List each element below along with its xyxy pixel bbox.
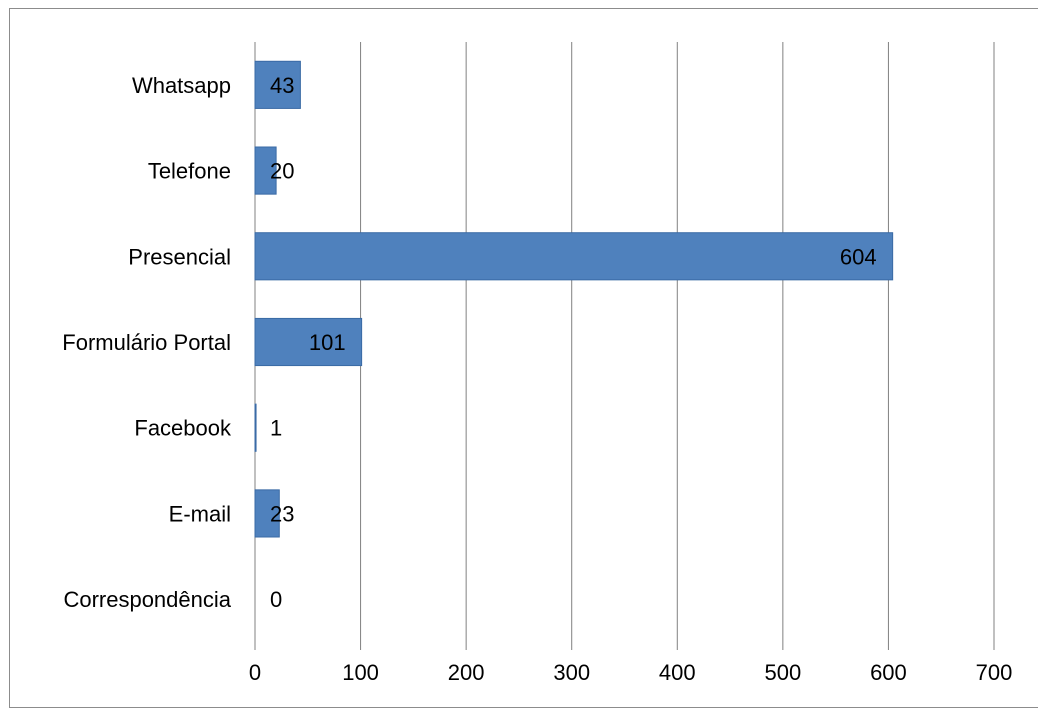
bar <box>254 489 280 538</box>
category-label: Whatsapp <box>132 73 231 98</box>
data-label: 23 <box>270 501 294 526</box>
category-label: Presencial <box>128 244 231 269</box>
x-tick-label: 200 <box>448 660 485 685</box>
bar <box>254 317 363 367</box>
bar <box>254 232 894 281</box>
data-label: 20 <box>270 159 294 184</box>
bars-layer <box>254 60 894 538</box>
data-label: 604 <box>840 244 877 269</box>
x-tick-label: 700 <box>976 660 1013 685</box>
data-label: 1 <box>270 416 282 441</box>
x-tick-label: 300 <box>553 660 590 685</box>
bar <box>254 146 277 195</box>
grid-layer <box>254 42 995 650</box>
x-tick-label: 500 <box>764 660 801 685</box>
category-label: Formulário Portal <box>62 330 231 355</box>
x-tick-label: 100 <box>342 660 379 685</box>
category-label: Telefone <box>148 159 231 184</box>
chart-frame <box>9 8 1038 708</box>
x-tick-label: 0 <box>249 660 261 685</box>
x-tick-label: 600 <box>870 660 907 685</box>
bar <box>254 403 257 452</box>
data-label: 101 <box>309 330 346 355</box>
category-label: Correspondência <box>63 587 231 612</box>
data-label: 43 <box>270 73 294 98</box>
category-label: Facebook <box>134 416 232 441</box>
data-label: 0 <box>270 587 282 612</box>
bar <box>254 60 301 109</box>
category-label: E-mail <box>169 501 231 526</box>
x-tick-label: 400 <box>659 660 696 685</box>
